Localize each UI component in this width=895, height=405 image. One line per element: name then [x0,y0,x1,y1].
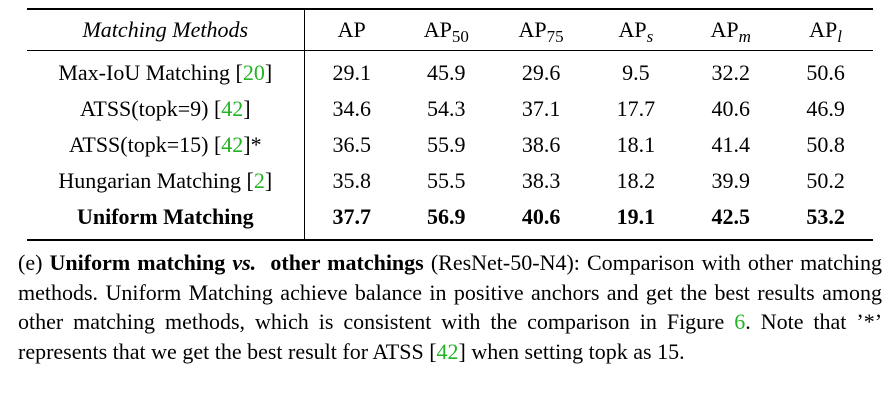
cell-apl: 53.2 [778,199,873,241]
cell-apl: 50.2 [806,168,845,193]
cell-apl: 50.8 [806,132,845,157]
header-ap50-sub: 50 [451,27,469,46]
header-apm-sub: m [738,27,751,46]
header-aps: APs [588,8,684,51]
table-row-atss-topk15: ATSS(topk=15) [42]* 36.5 55.9 38.6 18.1 … [27,127,873,163]
citation-bracket-open: [ [246,168,254,193]
table-row-max-iou: Max-IoU Matching [20] 29.1 45.9 29.6 9.5… [27,50,873,91]
method-name: Hungarian Matching [58,168,242,193]
method-name-cell: Uniform Matching [27,199,305,241]
citation-bracket-close: ] [243,96,251,121]
cell-aps: 17.7 [616,96,656,121]
citation-link[interactable]: 42 [221,96,244,121]
citation-bracket-close: ] [243,132,251,157]
cell-apl: 46.9 [806,96,845,121]
caption-bold-title-1: Uniform matching [49,250,226,275]
cell-apm: 32.2 [711,60,750,85]
header-apm: APm [683,8,779,51]
table-row-uniform-matching: Uniform Matching 37.7 56.9 40.6 19.1 42.… [27,199,873,241]
header-ap75-base: AP [518,17,547,42]
header-aps-sub: s [646,27,654,46]
citation-bracket-open: [ [213,132,222,157]
method-name: ATSS(topk=9) [79,96,209,121]
best-result-asterisk: * [250,132,262,157]
citation-link[interactable]: 2 [253,168,265,193]
cell-apl: 50.6 [806,60,845,85]
cell-ap75: 29.6 [521,60,561,85]
cell-aps: 9.5 [622,60,650,85]
figure-reference-link[interactable]: 6 [734,309,746,334]
cell-ap50: 56.9 [398,199,494,241]
table-row-hungarian: Hungarian Matching [2] 35.8 55.5 38.3 18… [27,163,873,199]
header-apl-base: AP [809,17,838,42]
header-aps-base: AP [618,17,647,42]
caption-bold-title-2: other matchings [270,250,424,275]
table-header-row: Matching Methods AP AP50 AP75 APs APm AP… [27,8,873,51]
citation-link[interactable]: 20 [242,60,265,85]
cell-ap: 29.1 [332,60,371,85]
cell-ap75: 37.1 [521,96,561,121]
method-name: ATSS(topk=15) [68,132,209,157]
caption-vs: vs. [232,250,257,275]
cell-ap75: 38.6 [521,132,561,157]
method-name: Max-IoU Matching [58,60,231,85]
citation-bracket-open: [ [235,60,243,85]
cell-ap50: 45.9 [427,60,466,85]
cell-apm: 40.6 [711,96,750,121]
cell-ap50: 54.3 [427,96,466,121]
results-table-container: Matching Methods AP AP50 AP75 APs APm AP… [27,8,873,241]
caption-text-3: when setting topk as 15. [471,338,685,364]
cell-apm: 42.5 [683,199,779,241]
cell-aps: 18.2 [616,168,656,193]
cell-ap75: 40.6 [493,199,589,241]
table-caption: (e) Uniform matching vs. other matchings… [18,248,882,366]
caption-citation-link[interactable]: 42 [436,338,459,364]
header-ap50: AP50 [398,8,494,51]
header-apl: APl [778,8,873,51]
method-name-cell: ATSS(topk=9) [42] [27,91,305,127]
method-name-cell: Max-IoU Matching [20] [27,50,305,91]
caption-text-1: (ResNet-50-N4): Comparison with other ma… [18,250,882,334]
citation-bracket-close: ] [264,60,273,85]
matching-methods-table: Matching Methods AP AP50 AP75 APs APm AP… [27,8,873,241]
citation-bracket-open: [ [213,96,222,121]
citation-link[interactable]: 42 [221,132,244,157]
cell-ap: 34.6 [332,96,371,121]
cell-ap: 35.8 [332,168,371,193]
cell-aps: 18.1 [616,132,656,157]
header-matching-methods: Matching Methods [27,8,305,51]
header-apl-sub: l [837,27,842,46]
header-ap75: AP75 [493,8,589,51]
caption-citation-open: [ [429,338,437,364]
cell-ap75: 38.3 [521,168,561,193]
citation-bracket-close: ] [264,168,273,193]
cell-apm: 41.4 [711,132,750,157]
cell-ap50: 55.9 [427,132,466,157]
caption-citation-close: ] [458,338,466,364]
header-apm-base: AP [710,17,739,42]
method-name: Uniform Matching [76,204,254,229]
table-row-atss-topk9: ATSS(topk=9) [42] 34.6 54.3 37.1 17.7 40… [27,91,873,127]
cell-aps: 19.1 [588,199,684,241]
caption-text-2: . Note that ’*’ represents that we get t… [18,309,883,364]
method-name-cell: Hungarian Matching [2] [27,163,305,199]
header-ap: AP [304,8,399,51]
method-name-cell: ATSS(topk=15) [42]* [27,127,305,163]
caption-label: (e) [18,250,43,275]
header-ap50-base: AP [423,17,452,42]
cell-ap50: 55.5 [427,168,466,193]
header-ap75-sub: 75 [546,27,564,46]
cell-apm: 39.9 [711,168,750,193]
cell-ap: 37.7 [304,199,399,241]
cell-ap: 36.5 [332,132,371,157]
